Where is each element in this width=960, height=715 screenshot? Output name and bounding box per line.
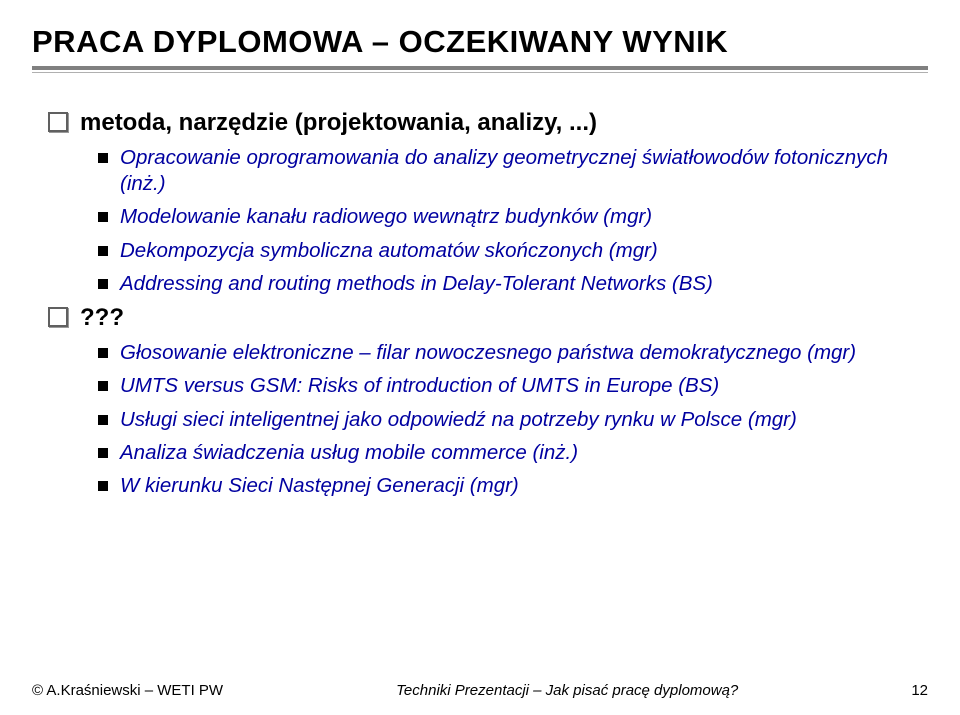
bullet-level2: Dekompozycja symboliczna automatów skońc… <box>98 238 918 264</box>
bullet-level2: Usługi sieci inteligentnej jako odpowied… <box>98 407 918 433</box>
divider-thick <box>32 66 928 70</box>
bullet-level2: Opracowanie oprogramowania do analizy ge… <box>98 145 918 197</box>
footer-center: Techniki Prezentacji – Jak pisać pracę d… <box>396 682 738 699</box>
square-icon <box>98 279 108 289</box>
footer: © A.Kraśniewski – WETI PW Techniki Preze… <box>32 682 928 699</box>
bullet-level2: Modelowanie kanału radiowego wewnątrz bu… <box>98 204 918 230</box>
bullet-level2: UMTS versus GSM: Risks of introduction o… <box>98 373 918 399</box>
subitems: Głosowanie elektroniczne – filar nowocze… <box>98 340 918 499</box>
square-icon <box>98 212 108 222</box>
square-icon <box>98 381 108 391</box>
bullet-level2: W kierunku Sieci Następnej Generacji (mg… <box>98 473 918 499</box>
bullet-level1-label: metoda, narzędzie (projektowania, analiz… <box>80 109 597 137</box>
bullet-level2: Głosowanie elektroniczne – filar nowocze… <box>98 340 918 366</box>
bullet-level2-label: UMTS versus GSM: Risks of introduction o… <box>120 373 719 399</box>
square-icon <box>98 415 108 425</box>
checkbox-icon <box>48 112 68 132</box>
bullet-level2: Addressing and routing methods in Delay-… <box>98 271 918 297</box>
title-block: PRACA DYPLOMOWA – OCZEKIWANY WYNIK <box>32 24 928 73</box>
bullet-level2-label: Modelowanie kanału radiowego wewnątrz bu… <box>120 204 652 230</box>
slide: PRACA DYPLOMOWA – OCZEKIWANY WYNIK metod… <box>0 0 960 715</box>
bullet-level2-label: W kierunku Sieci Następnej Generacji (mg… <box>120 473 519 499</box>
page-title: PRACA DYPLOMOWA – OCZEKIWANY WYNIK <box>32 24 928 60</box>
square-icon <box>98 448 108 458</box>
bullet-level1: ??? <box>48 304 918 332</box>
bullet-level2-label: Opracowanie oprogramowania do analizy ge… <box>120 145 918 197</box>
square-icon <box>98 481 108 491</box>
divider-thin <box>32 72 928 73</box>
checkbox-icon <box>48 307 68 327</box>
footer-page-number: 12 <box>911 682 928 699</box>
bullet-level1-label: ??? <box>80 304 124 332</box>
bullet-level2-label: Usługi sieci inteligentnej jako odpowied… <box>120 407 797 433</box>
square-icon <box>98 246 108 256</box>
bullet-level1: metoda, narzędzie (projektowania, analiz… <box>48 109 918 137</box>
bullet-level2-label: Addressing and routing methods in Delay-… <box>120 271 713 297</box>
bullet-level2-label: Dekompozycja symboliczna automatów skońc… <box>120 238 658 264</box>
bullet-level2-label: Analiza świadczenia usług mobile commerc… <box>120 440 578 466</box>
bullet-level2: Analiza świadczenia usług mobile commerc… <box>98 440 918 466</box>
bullet-level2-label: Głosowanie elektroniczne – filar nowocze… <box>120 340 856 366</box>
square-icon <box>98 153 108 163</box>
content: metoda, narzędzie (projektowania, analiz… <box>32 81 928 499</box>
subitems: Opracowanie oprogramowania do analizy ge… <box>98 145 918 297</box>
square-icon <box>98 348 108 358</box>
footer-left: © A.Kraśniewski – WETI PW <box>32 682 223 699</box>
